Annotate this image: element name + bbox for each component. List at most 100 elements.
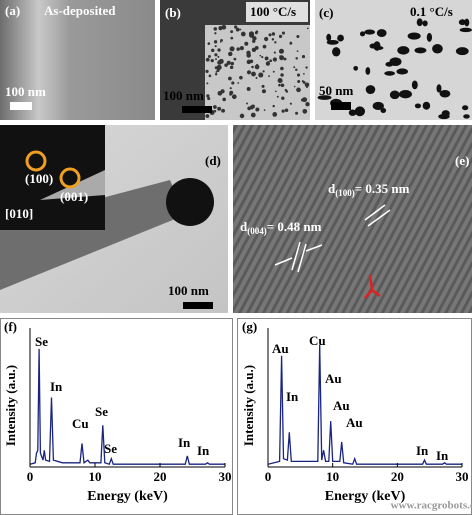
particle bbox=[305, 85, 309, 89]
caption: As-deposited bbox=[44, 3, 116, 18]
particle bbox=[389, 90, 400, 100]
d-spacing: d(004)= 0.48 nm bbox=[240, 219, 322, 236]
particle bbox=[230, 61, 235, 66]
particle bbox=[214, 53, 218, 57]
particle bbox=[222, 97, 227, 102]
particle bbox=[359, 31, 366, 37]
particle bbox=[213, 27, 218, 31]
scale-label: 100 nm bbox=[168, 283, 209, 298]
peak-label: In bbox=[416, 443, 429, 458]
particle bbox=[289, 41, 293, 45]
y-axis-label: Intensity (a.u.) bbox=[241, 365, 256, 446]
particle bbox=[229, 65, 234, 70]
inset-saed bbox=[0, 125, 105, 230]
particle bbox=[364, 29, 376, 35]
peak-label: Au bbox=[272, 341, 289, 356]
peak-label: Cu bbox=[309, 333, 326, 348]
panel-label: (b) bbox=[165, 5, 181, 20]
particle bbox=[272, 57, 278, 62]
particle bbox=[297, 80, 301, 84]
particle bbox=[246, 70, 252, 75]
particle bbox=[416, 18, 423, 27]
particle bbox=[263, 109, 266, 111]
particle bbox=[208, 74, 212, 78]
particle bbox=[206, 94, 210, 98]
particle bbox=[252, 39, 256, 43]
peak-label: In bbox=[197, 443, 210, 458]
particle bbox=[224, 63, 228, 67]
scale-bar bbox=[183, 302, 213, 309]
particle bbox=[353, 65, 359, 71]
particle bbox=[261, 89, 266, 94]
particle bbox=[252, 104, 255, 107]
particle bbox=[269, 59, 273, 63]
index: (004) bbox=[247, 226, 267, 236]
particle bbox=[305, 102, 310, 107]
particle bbox=[244, 41, 249, 46]
particle bbox=[264, 56, 269, 61]
particle bbox=[281, 96, 285, 100]
peak-label: In bbox=[436, 448, 449, 463]
value: = 0.48 nm bbox=[267, 219, 322, 234]
particle bbox=[384, 71, 396, 76]
particle bbox=[205, 114, 210, 118]
particle bbox=[252, 36, 257, 41]
particle bbox=[240, 31, 246, 37]
particle bbox=[439, 89, 451, 98]
particle bbox=[234, 25, 238, 29]
particle bbox=[389, 57, 402, 66]
particle bbox=[281, 109, 285, 113]
particle bbox=[284, 88, 287, 92]
zone-axis: [010] bbox=[5, 206, 33, 221]
particle bbox=[303, 72, 305, 75]
particle bbox=[280, 66, 284, 71]
particle bbox=[326, 33, 332, 42]
particle bbox=[166, 178, 214, 226]
x-tick-label: 10 bbox=[326, 469, 339, 484]
particle bbox=[231, 81, 235, 85]
particle bbox=[229, 90, 234, 95]
particle bbox=[281, 31, 285, 35]
particle bbox=[214, 66, 218, 70]
peak-label: Cu bbox=[72, 416, 89, 431]
particle bbox=[376, 29, 387, 37]
particle bbox=[230, 30, 234, 34]
particle bbox=[207, 42, 211, 45]
particle bbox=[276, 95, 279, 98]
particle bbox=[280, 73, 284, 77]
x-tick-label: 20 bbox=[154, 469, 167, 484]
scale-bar bbox=[10, 102, 32, 110]
particle bbox=[214, 32, 217, 35]
particle bbox=[210, 58, 214, 63]
particle bbox=[235, 27, 240, 32]
spectrum-line bbox=[267, 344, 462, 465]
particle bbox=[218, 26, 223, 31]
spectrum-line bbox=[29, 348, 225, 466]
particle bbox=[372, 101, 384, 111]
particle bbox=[221, 24, 227, 30]
spot-label: (100) bbox=[25, 171, 53, 186]
particle bbox=[214, 73, 218, 76]
scale-label: 50 nm bbox=[319, 83, 353, 98]
x-tick-label: 10 bbox=[89, 469, 102, 484]
particle bbox=[296, 73, 301, 77]
peak-label: Au bbox=[333, 398, 350, 413]
particle bbox=[455, 47, 469, 56]
particle bbox=[261, 84, 265, 88]
particle bbox=[380, 107, 387, 113]
lattice-marks bbox=[274, 204, 391, 273]
peak-label: In bbox=[50, 379, 63, 394]
particle bbox=[258, 72, 264, 78]
particle bbox=[289, 102, 292, 105]
peak-label: Au bbox=[346, 415, 363, 430]
panel-label: (a) bbox=[5, 3, 20, 18]
particle bbox=[255, 65, 259, 70]
x-tick-label: 0 bbox=[27, 469, 34, 484]
particle bbox=[229, 87, 232, 90]
particle bbox=[354, 106, 366, 117]
x-axis-label: Energy (keV) bbox=[325, 489, 406, 504]
particle bbox=[284, 108, 289, 113]
particle bbox=[221, 108, 226, 113]
value: = 0.35 nm bbox=[355, 181, 410, 196]
index: (100) bbox=[335, 188, 355, 198]
